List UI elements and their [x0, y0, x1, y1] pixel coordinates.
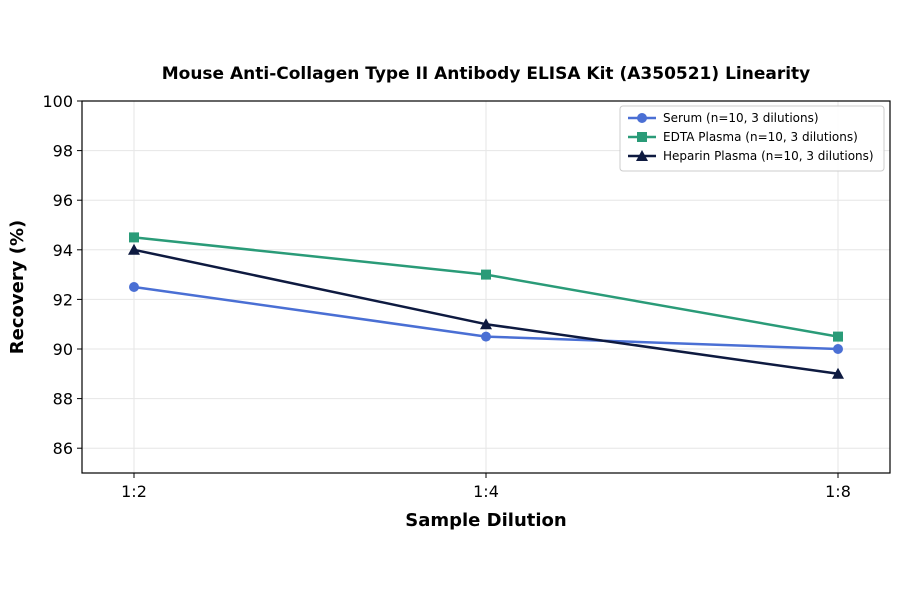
legend-label: Serum (n=10, 3 dilutions) — [663, 111, 819, 125]
legend: Serum (n=10, 3 dilutions) EDTA Plasma (n=… — [619, 105, 885, 172]
legend-label: Heparin Plasma (n=10, 3 dilutions) — [663, 149, 874, 163]
x-axis-ticks: 1:2 1:4 1:8 — [121, 473, 851, 501]
legend-box — [619, 105, 885, 172]
data-point — [481, 269, 491, 280]
x-tick-label: 1:8 — [825, 482, 851, 501]
legend-item: Heparin Plasma (n=10, 3 dilutions) — [628, 149, 874, 163]
chart-title: Mouse Anti-Collagen Type II Antibody ELI… — [162, 64, 811, 84]
y-tick-label: 86 — [53, 439, 73, 458]
data-point — [128, 243, 140, 255]
data-point — [129, 232, 139, 243]
plot-frame — [81, 100, 891, 474]
y-axis-label: Recovery (%) — [7, 220, 28, 354]
y-axis-ticks: 86 88 90 92 94 96 98 100 — [42, 92, 82, 458]
series — [128, 232, 844, 379]
y-tick-label: 94 — [53, 241, 73, 260]
y-tick-label: 92 — [53, 290, 73, 309]
y-tick-label: 96 — [53, 191, 73, 210]
x-axis-label: Sample Dilution — [405, 510, 566, 531]
y-tick-label: 98 — [53, 142, 73, 161]
legend-marker — [637, 132, 647, 142]
legend-item: EDTA Plasma (n=10, 3 dilutions) — [628, 130, 858, 144]
series-2 — [129, 232, 843, 342]
legend-marker — [636, 150, 648, 161]
y-tick-label: 90 — [53, 340, 73, 359]
legend-label: EDTA Plasma (n=10, 3 dilutions) — [663, 130, 858, 144]
series-3 — [128, 243, 844, 379]
x-tick-label: 1:4 — [473, 482, 499, 501]
x-tick-label: 1:2 — [121, 482, 147, 501]
legend-marker — [637, 113, 647, 123]
data-point — [833, 331, 843, 342]
data-point — [129, 282, 139, 292]
series-1 — [129, 282, 843, 354]
data-point — [480, 318, 492, 330]
y-tick-label: 100 — [42, 92, 73, 111]
data-point — [832, 367, 844, 379]
data-point — [481, 331, 491, 342]
data-point — [833, 344, 843, 354]
y-tick-label: 88 — [53, 390, 73, 409]
legend-item: Serum (n=10, 3 dilutions) — [628, 111, 819, 125]
